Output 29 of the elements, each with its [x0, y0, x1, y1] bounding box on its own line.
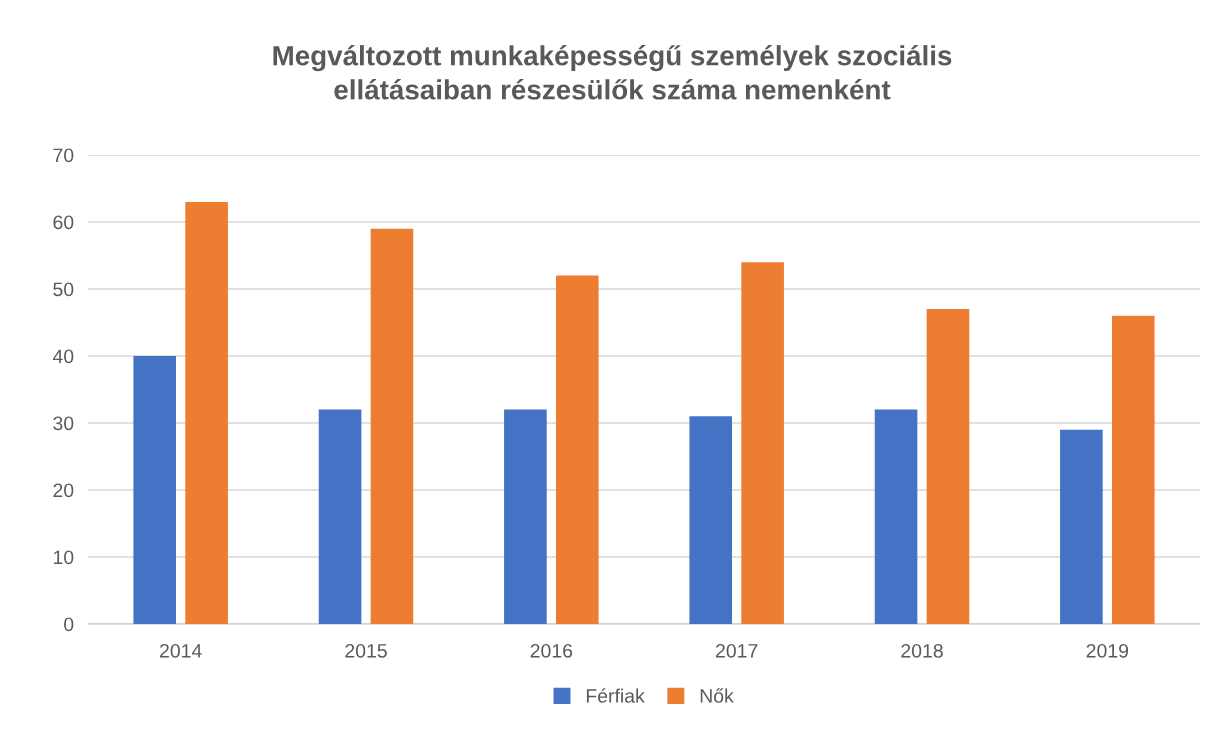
x-tick-label: 2019 — [1086, 643, 1129, 658]
bar — [1111, 315, 1155, 624]
bar — [504, 409, 547, 624]
bar — [1060, 429, 1103, 624]
bar — [926, 309, 970, 624]
bar — [555, 275, 599, 624]
y-tick-label: 30 — [53, 416, 74, 431]
y-tick-label: 60 — [53, 215, 74, 230]
bar — [874, 409, 918, 624]
y-tick-label: 20 — [53, 483, 74, 498]
y-tick-label: 40 — [52, 349, 74, 364]
bar — [689, 416, 733, 624]
x-tick-label: 2017 — [716, 643, 758, 658]
y-tick-label: 0 — [64, 617, 74, 632]
x-tick-label: 2014 — [160, 643, 202, 658]
x-tick-label: 2018 — [901, 643, 943, 658]
bar — [318, 409, 362, 624]
bar — [741, 262, 784, 624]
y-tick-label: 70 — [53, 148, 74, 163]
bar — [133, 356, 177, 624]
y-tick-label: 10 — [53, 550, 74, 565]
bar — [370, 228, 414, 624]
x-tick-label: 2015 — [345, 643, 387, 658]
chart-title: Megváltozott munkaképességű személyek szociális ellátásaiban részesülők száma nemenként — [273, 44, 952, 100]
legend-label: Férfiak — [586, 688, 645, 703]
x-tick-label: 2016 — [530, 643, 573, 658]
y-tick-label: 50 — [53, 282, 74, 297]
legend-label: Nők — [700, 688, 734, 703]
bar — [185, 201, 228, 624]
